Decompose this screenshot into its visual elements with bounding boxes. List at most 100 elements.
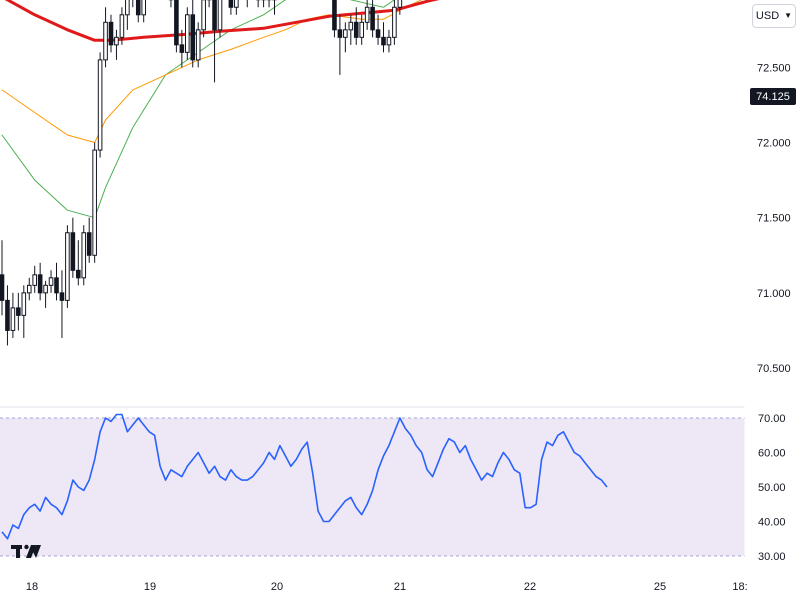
candle bbox=[37, 262, 43, 301]
candle bbox=[54, 262, 59, 301]
candle bbox=[174, 0, 179, 53]
candle bbox=[108, 14, 114, 53]
time-tick-label: 18 bbox=[26, 581, 38, 593]
candle-body-down bbox=[37, 274, 43, 294]
time-axis[interactable]: 18 19 20 21 22 25 18: bbox=[26, 581, 748, 593]
candle bbox=[185, 7, 190, 60]
candle bbox=[48, 270, 54, 293]
candle-body-up bbox=[343, 29, 348, 38]
candle bbox=[392, 0, 397, 45]
price-tick-label: 70.500 bbox=[757, 363, 791, 375]
candle bbox=[76, 240, 81, 286]
candle bbox=[364, 0, 370, 30]
candle bbox=[65, 225, 70, 308]
candle-body-up bbox=[359, 21, 364, 38]
candle bbox=[195, 22, 201, 68]
candle-body-up bbox=[141, 0, 146, 16]
candle bbox=[168, 0, 174, 8]
candle-body-down bbox=[228, 0, 234, 8]
candle-body-down bbox=[0, 274, 5, 301]
time-tick-label: 21 bbox=[394, 581, 406, 593]
candle-body-down bbox=[332, 0, 337, 31]
candle-body-up bbox=[234, 0, 239, 8]
candle-body-down bbox=[174, 0, 179, 46]
candle-body-up bbox=[10, 307, 16, 331]
rsi-tick-label: 30.00 bbox=[758, 551, 786, 563]
candle bbox=[348, 14, 354, 45]
rsi-tick-label: 50.00 bbox=[758, 482, 786, 494]
time-tick-label: 25 bbox=[654, 581, 666, 593]
candle bbox=[359, 14, 364, 45]
candle-body-down bbox=[190, 14, 196, 61]
candle bbox=[135, 0, 141, 23]
rsi-band bbox=[0, 418, 745, 556]
candle bbox=[97, 52, 103, 158]
candle bbox=[179, 29, 185, 68]
candle-body-up bbox=[97, 59, 103, 151]
candle-body-down bbox=[70, 232, 76, 271]
candle-body-up bbox=[48, 277, 54, 286]
candle bbox=[375, 14, 381, 45]
candle bbox=[103, 7, 108, 68]
candle-body-down bbox=[108, 21, 114, 46]
currency-selector[interactable]: USD ▼ bbox=[752, 4, 796, 28]
candle bbox=[370, 0, 375, 38]
candle-body-up bbox=[43, 284, 48, 294]
ma-slow-line bbox=[4, 0, 440, 42]
candle bbox=[21, 285, 27, 338]
time-tick-label: 18: bbox=[732, 581, 747, 593]
candle-body-down bbox=[370, 6, 375, 31]
candle bbox=[337, 14, 343, 75]
price-axis[interactable]: 70.50071.00071.50072.00072.50073.00073.5… bbox=[757, 0, 791, 375]
candle-body-up bbox=[125, 0, 130, 16]
chevron-down-icon: ▼ bbox=[784, 11, 793, 20]
candle-body-down bbox=[375, 29, 381, 38]
candle bbox=[70, 217, 76, 278]
candle bbox=[59, 270, 65, 338]
candle-body-up bbox=[21, 292, 27, 316]
candle-body-down bbox=[16, 307, 21, 316]
candle bbox=[212, 0, 217, 83]
candle-body-up bbox=[65, 232, 70, 301]
price-tick-label: 71.500 bbox=[757, 213, 791, 225]
candle bbox=[86, 217, 92, 263]
candle bbox=[397, 0, 403, 15]
time-tick-label: 20 bbox=[271, 581, 283, 593]
moving-averages bbox=[1, 0, 440, 219]
ma-fast-line bbox=[1, 0, 395, 219]
candle-body-down bbox=[54, 277, 59, 294]
candle-body-down bbox=[381, 36, 386, 46]
candle bbox=[353, 7, 359, 45]
candle bbox=[119, 7, 125, 45]
rsi-tick-label: 70.00 bbox=[758, 413, 786, 425]
rsi-axis[interactable]: 30.00 40.00 50.00 60.00 70.00 bbox=[758, 413, 786, 563]
candle bbox=[217, 0, 223, 38]
candle-body-down bbox=[337, 29, 343, 38]
price-tick-label: 72.000 bbox=[757, 138, 791, 150]
candle bbox=[114, 29, 119, 60]
candle-body-up bbox=[217, 0, 223, 31]
candle-body-up bbox=[195, 29, 201, 61]
candle-body-up bbox=[185, 14, 190, 53]
candle bbox=[16, 292, 21, 331]
candle bbox=[190, 0, 196, 68]
currency-label: USD bbox=[755, 10, 780, 22]
candle bbox=[332, 0, 337, 38]
candle bbox=[234, 0, 239, 15]
candle-body-up bbox=[397, 0, 403, 8]
price-tick-label: 72.500 bbox=[757, 62, 791, 74]
rsi-line bbox=[1, 413, 608, 540]
candle bbox=[92, 142, 97, 263]
candle bbox=[125, 0, 130, 30]
candle bbox=[261, 0, 266, 8]
candle bbox=[386, 29, 392, 53]
candle-body-down bbox=[59, 292, 65, 301]
candle-body-up bbox=[392, 6, 397, 38]
candle bbox=[201, 0, 206, 38]
candle bbox=[5, 285, 10, 346]
time-tick-label: 19 bbox=[144, 581, 156, 593]
time-tick-label: 22 bbox=[524, 581, 536, 593]
candle bbox=[228, 0, 234, 15]
candle bbox=[272, 0, 277, 15]
